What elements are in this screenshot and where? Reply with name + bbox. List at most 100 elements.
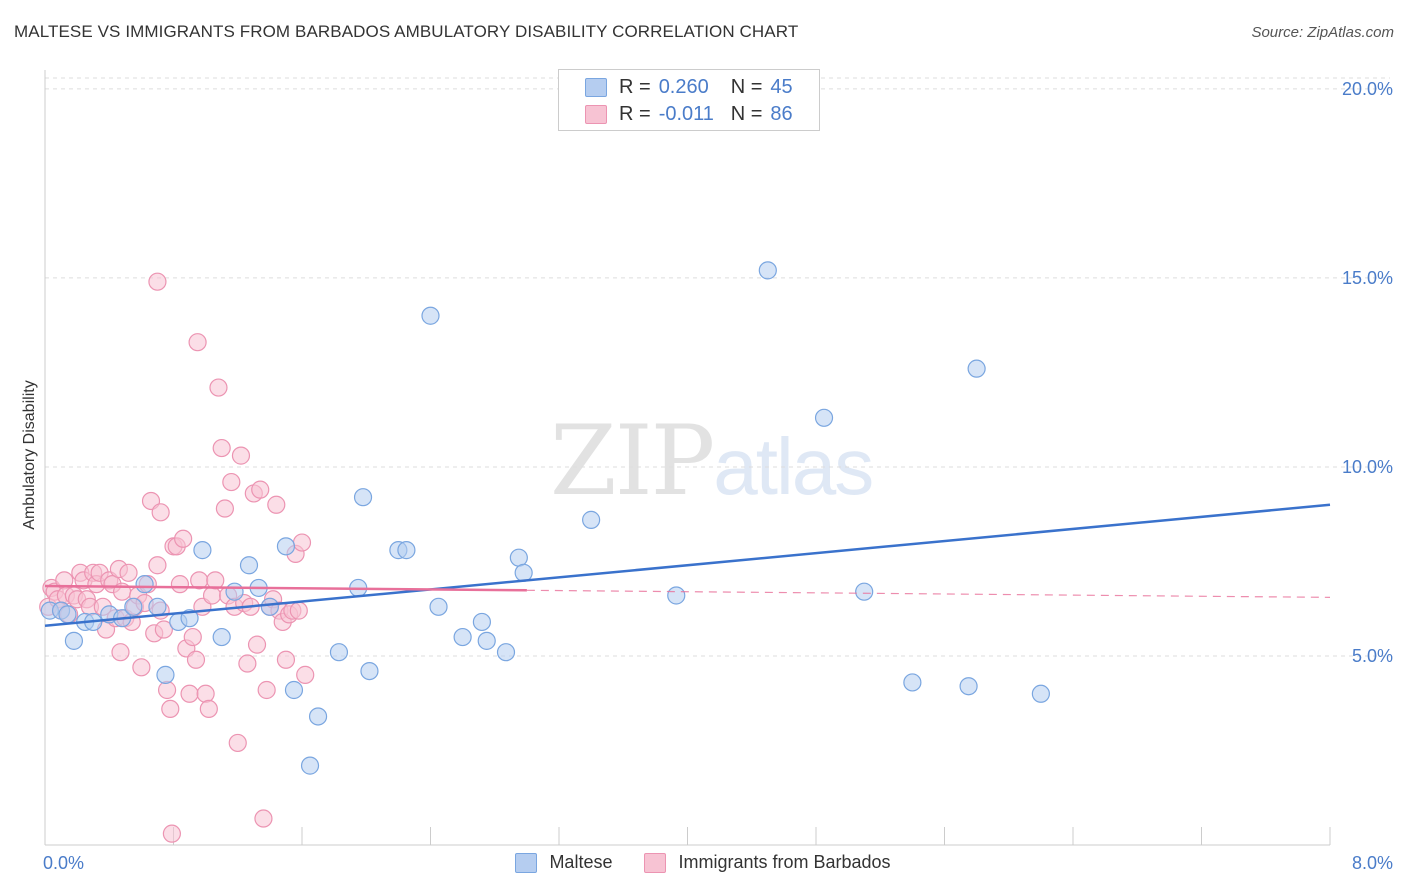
maltese-point bbox=[959, 677, 978, 696]
barbados-point bbox=[296, 665, 315, 684]
barbados-point bbox=[162, 824, 181, 843]
maltese-point bbox=[360, 661, 379, 681]
barbados-point bbox=[257, 680, 276, 700]
maltese-n-value: 45 bbox=[770, 75, 793, 98]
maltese-point bbox=[308, 707, 328, 726]
maltese-r-value: 0.260 bbox=[658, 75, 709, 98]
y-tick-label: 20.0% bbox=[1342, 79, 1393, 99]
series-legend: Maltese Immigrants from Barbados bbox=[0, 852, 1406, 873]
barbados-point bbox=[132, 658, 151, 677]
maltese-point bbox=[260, 597, 279, 616]
barbados-point bbox=[199, 699, 218, 719]
barbados-point bbox=[209, 378, 228, 397]
barbados-point bbox=[148, 556, 167, 575]
maltese-point bbox=[429, 597, 448, 616]
barbados-point bbox=[276, 650, 296, 669]
barbados-r-value: -0.011 bbox=[658, 102, 714, 125]
maltese-r-label: R = bbox=[619, 75, 651, 98]
maltese-point bbox=[156, 665, 175, 684]
barbados-point bbox=[231, 446, 251, 465]
barbados-swatch bbox=[585, 104, 607, 124]
barbados-point bbox=[180, 684, 199, 703]
barbados-point bbox=[196, 684, 215, 703]
maltese-point bbox=[225, 582, 244, 601]
maltese-point bbox=[353, 488, 373, 507]
maltese-point bbox=[124, 597, 143, 616]
x-tick-label: 0.0% bbox=[43, 853, 84, 873]
maltese-point bbox=[509, 548, 528, 567]
legend-row-barbados: R = -0.011 N = 86 bbox=[585, 102, 793, 126]
barbados-point bbox=[206, 571, 225, 590]
maltese-point bbox=[193, 541, 212, 560]
maltese-n-label: N = bbox=[730, 75, 763, 98]
legend-item-maltese[interactable]: Maltese bbox=[515, 852, 612, 873]
barbados-point bbox=[188, 333, 207, 352]
x-tick-label: 8.0% bbox=[1352, 853, 1393, 873]
barbados-point bbox=[174, 529, 193, 548]
barbados-point bbox=[254, 809, 273, 828]
barbados-point bbox=[289, 601, 308, 620]
maltese-point bbox=[180, 609, 199, 628]
legend-maltese-label: Maltese bbox=[549, 852, 613, 872]
maltese-point bbox=[300, 756, 320, 775]
barbados-r-label: R = bbox=[619, 102, 651, 125]
maltese-point bbox=[758, 261, 777, 280]
barbados-trendline-extension bbox=[526, 589, 1331, 598]
barbados-point bbox=[157, 680, 177, 700]
y-tick-label: 5.0% bbox=[1352, 646, 1393, 666]
barbados-point bbox=[228, 733, 247, 753]
barbados-point bbox=[267, 495, 286, 514]
maltese-point bbox=[212, 627, 231, 647]
barbados-point bbox=[202, 586, 222, 605]
barbados-point bbox=[148, 272, 167, 291]
watermark-zip: ZIP bbox=[550, 405, 715, 517]
barbados-point bbox=[170, 575, 190, 594]
barbados-point bbox=[151, 503, 170, 522]
maltese-point bbox=[496, 643, 516, 662]
barbados-point bbox=[183, 627, 202, 647]
maltese-point bbox=[421, 306, 440, 325]
barbados-point bbox=[215, 499, 234, 518]
maltese-point bbox=[582, 510, 601, 529]
maltese-swatch bbox=[585, 77, 607, 97]
barbados-point bbox=[212, 438, 231, 458]
y-tick-label: 15.0% bbox=[1342, 268, 1393, 288]
maltese-point bbox=[329, 643, 349, 662]
barbados-point bbox=[154, 620, 173, 639]
barbados-point bbox=[251, 480, 270, 499]
barbados-trendline bbox=[44, 584, 527, 592]
legend-barbados-label: Immigrants from Barbados bbox=[678, 852, 891, 872]
maltese-point bbox=[814, 408, 834, 427]
maltese-point bbox=[967, 359, 986, 378]
chart-title: MALTESE VS IMMIGRANTS FROM BARBADOS AMBU… bbox=[14, 22, 799, 41]
maltese-point bbox=[903, 673, 922, 692]
y-tick-label: 10.0% bbox=[1342, 457, 1393, 477]
maltese-point bbox=[397, 541, 416, 560]
barbados-point bbox=[119, 563, 138, 582]
y-axis-title: Ambulatory Disability bbox=[21, 380, 38, 529]
legend-item-barbados[interactable]: Immigrants from Barbados bbox=[644, 852, 891, 873]
barbados-point bbox=[186, 650, 206, 669]
maltese-point bbox=[514, 563, 533, 582]
barbados-point bbox=[238, 654, 257, 673]
barbados-point bbox=[222, 472, 241, 492]
barbados-point bbox=[111, 643, 130, 662]
maltese-point bbox=[239, 556, 259, 575]
maltese-point bbox=[477, 631, 496, 650]
maltese-point bbox=[855, 582, 874, 601]
maltese-point bbox=[64, 631, 84, 650]
maltese-point bbox=[667, 586, 686, 605]
maltese-point bbox=[276, 537, 296, 556]
barbados-point bbox=[247, 635, 267, 654]
source-label: Source: ZipAtlas.com bbox=[1251, 24, 1394, 41]
barbados-point bbox=[161, 699, 180, 719]
maltese-point bbox=[135, 575, 154, 594]
maltese-point bbox=[1031, 684, 1050, 703]
stats-legend: R = 0.260 N = 45 R = -0.011 N = 86 bbox=[558, 69, 820, 131]
barbados-point bbox=[292, 533, 312, 552]
maltese-trendline bbox=[44, 503, 1331, 627]
legend-barbados-swatch bbox=[644, 852, 667, 873]
maltese-point bbox=[472, 612, 491, 632]
maltese-point bbox=[453, 627, 472, 647]
